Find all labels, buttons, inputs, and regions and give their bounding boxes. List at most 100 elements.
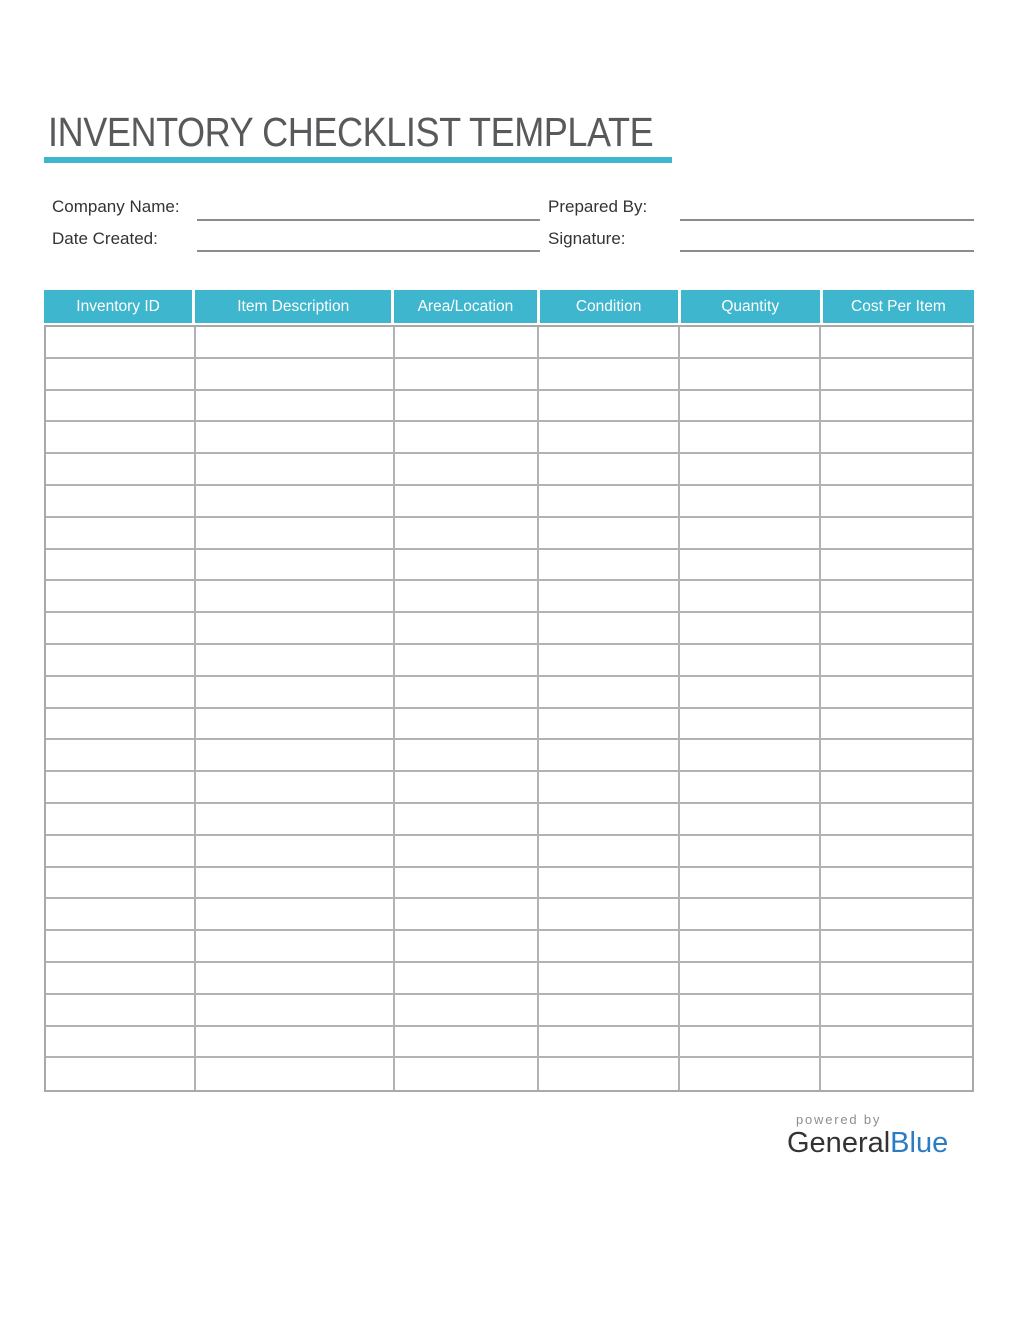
table-cell-quantity-row-13[interactable]: [679, 708, 822, 741]
table-cell-area-location-row-6[interactable]: [394, 485, 540, 518]
date-created-field-line[interactable]: [197, 250, 540, 252]
table-cell-condition-row-9[interactable]: [539, 581, 680, 614]
table-cell-item-description-row-4[interactable]: [196, 422, 395, 455]
table-cell-inventory-id-row-14[interactable]: [46, 740, 197, 773]
table-cell-area-location-row-5[interactable]: [394, 454, 540, 486]
table-cell-quantity-row-12[interactable]: [679, 676, 822, 709]
table-cell-condition-row-20[interactable]: [539, 931, 680, 963]
table-cell-area-location-row-21[interactable]: [394, 962, 540, 995]
table-cell-quantity-row-5[interactable]: [679, 454, 822, 486]
table-cell-area-location-row-7[interactable]: [394, 517, 540, 550]
prepared-by-field-line[interactable]: [680, 219, 974, 221]
table-cell-quantity-row-9[interactable]: [679, 581, 822, 614]
table-cell-quantity-row-18[interactable]: [679, 867, 822, 900]
table-cell-area-location-row-4[interactable]: [394, 422, 540, 455]
table-cell-cost-per-item-row-15[interactable]: [821, 772, 972, 804]
table-cell-item-description-row-14[interactable]: [196, 740, 395, 773]
table-cell-cost-per-item-row-24[interactable]: [821, 1058, 972, 1090]
table-cell-condition-row-3[interactable]: [539, 390, 680, 423]
table-cell-inventory-id-row-17[interactable]: [46, 835, 197, 868]
table-cell-quantity-row-22[interactable]: [679, 994, 822, 1027]
table-cell-quantity-row-19[interactable]: [679, 899, 822, 932]
table-cell-cost-per-item-row-7[interactable]: [821, 518, 972, 550]
table-cell-item-description-row-18[interactable]: [196, 867, 395, 900]
table-cell-condition-row-16[interactable]: [539, 803, 680, 836]
signature-field-line[interactable]: [680, 250, 974, 252]
table-cell-condition-row-4[interactable]: [539, 422, 680, 455]
table-cell-item-description-row-23[interactable]: [196, 1026, 395, 1059]
table-cell-cost-per-item-row-22[interactable]: [821, 995, 972, 1027]
table-cell-quantity-row-3[interactable]: [679, 390, 822, 423]
table-cell-cost-per-item-row-13[interactable]: [821, 709, 972, 741]
table-cell-quantity-row-8[interactable]: [679, 549, 822, 582]
table-cell-cost-per-item-row-12[interactable]: [821, 677, 972, 709]
table-cell-cost-per-item-row-23[interactable]: [821, 1027, 972, 1059]
table-cell-cost-per-item-row-10[interactable]: [821, 613, 972, 645]
table-cell-inventory-id-row-13[interactable]: [46, 708, 197, 741]
table-cell-cost-per-item-row-20[interactable]: [821, 931, 972, 963]
table-cell-inventory-id-row-3[interactable]: [46, 390, 197, 423]
table-cell-item-description-row-3[interactable]: [196, 390, 395, 423]
table-cell-condition-row-15[interactable]: [539, 772, 680, 804]
table-cell-area-location-row-16[interactable]: [394, 803, 540, 836]
table-cell-cost-per-item-row-2[interactable]: [821, 359, 972, 391]
table-cell-item-description-row-5[interactable]: [196, 454, 395, 486]
table-cell-cost-per-item-row-6[interactable]: [821, 486, 972, 518]
table-cell-inventory-id-row-22[interactable]: [46, 994, 197, 1027]
table-cell-cost-per-item-row-8[interactable]: [821, 550, 972, 582]
table-cell-condition-row-2[interactable]: [539, 358, 680, 391]
table-cell-inventory-id-row-20[interactable]: [46, 931, 197, 963]
table-cell-inventory-id-row-2[interactable]: [46, 358, 197, 391]
table-cell-inventory-id-row-23[interactable]: [46, 1026, 197, 1059]
table-cell-inventory-id-row-11[interactable]: [46, 644, 197, 677]
table-cell-condition-row-1[interactable]: [539, 327, 680, 359]
table-cell-condition-row-10[interactable]: [539, 613, 680, 645]
table-cell-quantity-row-14[interactable]: [679, 740, 822, 773]
table-cell-condition-row-13[interactable]: [539, 708, 680, 741]
table-cell-quantity-row-20[interactable]: [679, 931, 822, 963]
table-cell-inventory-id-row-9[interactable]: [46, 581, 197, 614]
table-cell-inventory-id-row-24[interactable]: [46, 1058, 197, 1091]
table-cell-cost-per-item-row-18[interactable]: [821, 868, 972, 900]
table-cell-item-description-row-1[interactable]: [196, 327, 395, 359]
table-cell-item-description-row-6[interactable]: [196, 485, 395, 518]
table-cell-condition-row-8[interactable]: [539, 549, 680, 582]
table-cell-item-description-row-10[interactable]: [196, 613, 395, 645]
table-cell-quantity-row-10[interactable]: [679, 613, 822, 645]
table-cell-area-location-row-24[interactable]: [395, 1058, 540, 1091]
table-cell-item-description-row-21[interactable]: [196, 962, 395, 995]
table-cell-quantity-row-6[interactable]: [679, 485, 822, 518]
table-cell-inventory-id-row-21[interactable]: [46, 962, 197, 995]
table-cell-quantity-row-1[interactable]: [679, 327, 822, 359]
table-cell-condition-row-11[interactable]: [539, 644, 680, 677]
table-cell-condition-row-24[interactable]: [539, 1058, 680, 1091]
table-cell-item-description-row-12[interactable]: [196, 676, 395, 709]
table-cell-cost-per-item-row-3[interactable]: [821, 391, 972, 423]
table-cell-item-description-row-17[interactable]: [196, 835, 395, 868]
table-cell-area-location-row-14[interactable]: [394, 740, 540, 773]
table-cell-quantity-row-16[interactable]: [679, 803, 822, 836]
table-cell-cost-per-item-row-17[interactable]: [821, 836, 972, 868]
table-cell-inventory-id-row-12[interactable]: [46, 676, 197, 709]
table-cell-inventory-id-row-7[interactable]: [46, 517, 197, 550]
table-cell-quantity-row-21[interactable]: [679, 962, 822, 995]
table-cell-item-description-row-9[interactable]: [196, 581, 395, 614]
table-cell-cost-per-item-row-21[interactable]: [821, 963, 972, 995]
table-cell-area-location-row-20[interactable]: [394, 931, 540, 963]
table-cell-area-location-row-23[interactable]: [394, 1026, 540, 1059]
table-cell-inventory-id-row-16[interactable]: [46, 803, 197, 836]
table-cell-cost-per-item-row-16[interactable]: [821, 804, 972, 836]
table-cell-area-location-row-8[interactable]: [394, 549, 540, 582]
table-cell-quantity-row-4[interactable]: [679, 422, 822, 455]
table-cell-area-location-row-22[interactable]: [394, 994, 540, 1027]
table-cell-inventory-id-row-15[interactable]: [46, 772, 197, 804]
table-cell-inventory-id-row-10[interactable]: [46, 613, 197, 645]
table-cell-condition-row-21[interactable]: [539, 962, 680, 995]
table-cell-area-location-row-11[interactable]: [394, 644, 540, 677]
table-cell-cost-per-item-row-19[interactable]: [821, 899, 972, 932]
table-cell-item-description-row-22[interactable]: [196, 994, 395, 1027]
table-cell-area-location-row-15[interactable]: [394, 772, 540, 804]
table-cell-condition-row-7[interactable]: [539, 517, 680, 550]
table-cell-condition-row-22[interactable]: [539, 994, 680, 1027]
table-cell-cost-per-item-row-11[interactable]: [821, 645, 972, 677]
